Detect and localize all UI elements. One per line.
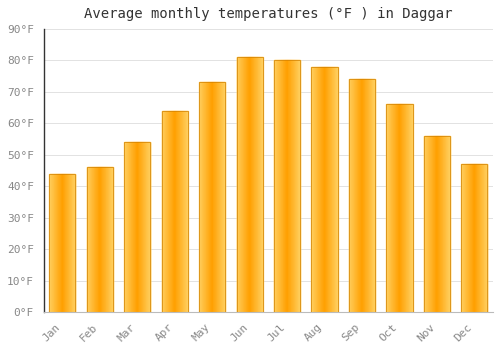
- Bar: [199, 83, 226, 312]
- Bar: [312, 67, 338, 312]
- Bar: [424, 136, 450, 312]
- Bar: [86, 167, 113, 312]
- Bar: [349, 79, 375, 312]
- Bar: [461, 164, 487, 312]
- Bar: [386, 105, 412, 312]
- Title: Average monthly temperatures (°F ) in Daggar: Average monthly temperatures (°F ) in Da…: [84, 7, 452, 21]
- Bar: [124, 142, 150, 312]
- Bar: [274, 61, 300, 312]
- Bar: [162, 111, 188, 312]
- Bar: [50, 174, 76, 312]
- Bar: [236, 57, 262, 312]
